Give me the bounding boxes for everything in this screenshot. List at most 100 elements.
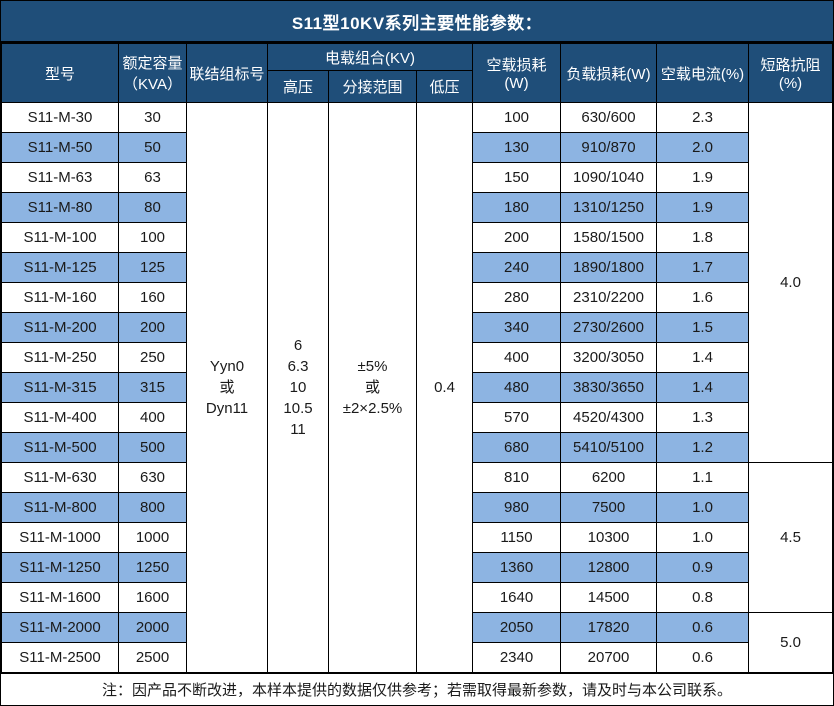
cell-no-load-current: 0.9 (656, 552, 749, 583)
header-row-top: 型号 额定容量 （KVA） 联结组标号 电载组合(KV) 空载损耗(W) 负载损… (1, 43, 833, 103)
cell-load-loss: 2730/2600 (560, 312, 657, 343)
col-header-model: 型号 (1, 43, 119, 103)
cell-impedance: 4.0 (748, 102, 833, 463)
cell-model: S11-M-30 (1, 102, 119, 133)
cell-no-load-loss: 1360 (472, 552, 561, 583)
cell-no-load-current: 2.3 (656, 102, 749, 133)
spec-table-header: 型号 额定容量 （KVA） 联结组标号 电载组合(KV) 空载损耗(W) 负载损… (1, 43, 833, 103)
table-row: S11-M-30 30 Yyn0 或 Dyn11 6 6.3 10 10.5 11 ±5… (1, 102, 833, 673)
cell-no-load-current: 0.6 (656, 612, 749, 643)
cell-load-loss: 910/870 (560, 132, 657, 163)
cell-no-load-loss: 680 (472, 432, 561, 463)
cell-model: S11-M-400 (1, 402, 119, 433)
cell-low-voltage: 0.4 (416, 102, 473, 673)
cell-no-load-current: 1.1 (656, 462, 749, 493)
cell-no-load-loss: 2050 (472, 612, 561, 643)
cell-capacity: 125 (118, 252, 187, 283)
cell-capacity: 630 (118, 462, 187, 493)
col-header-connection-group: 联结组标号 (186, 43, 268, 103)
cell-capacity: 1600 (118, 582, 187, 613)
cell-capacity: 80 (118, 192, 187, 223)
table-row: S11-M-200 200 340 2730/2600 1.5 (1, 312, 833, 343)
cell-capacity: 800 (118, 492, 187, 523)
table-row: S11-M-800 800 980 7500 1.0 (1, 492, 833, 523)
cell-load-loss: 2310/2200 (560, 282, 657, 313)
col-header-capacity: 额定容量 （KVA） (118, 43, 187, 103)
col-header-tap-range: 分接范围 (328, 70, 417, 103)
cell-model: S11-M-160 (1, 282, 119, 313)
col-header-high-voltage: 高压 (267, 70, 329, 103)
table-row: S11-M-500 500 680 5410/5100 1.2 (1, 432, 833, 463)
cell-no-load-loss: 180 (472, 192, 561, 223)
cell-capacity: 2500 (118, 642, 187, 673)
cell-capacity: 30 (118, 102, 187, 133)
table-row: S11-M-50 50 130 910/870 2.0 (1, 132, 833, 163)
cell-model: S11-M-125 (1, 252, 119, 283)
spec-table-body: S11-M-30 30 Yyn0 或 Dyn11 6 6.3 10 10.5 11 ±5… (1, 102, 833, 673)
cell-no-load-loss: 280 (472, 282, 561, 313)
table-row: S11-M-1250 1250 1360 12800 0.9 (1, 552, 833, 583)
cell-no-load-loss: 400 (472, 342, 561, 373)
cell-impedance: 4.5 (748, 462, 833, 613)
cell-no-load-current: 1.4 (656, 342, 749, 373)
cell-model: S11-M-315 (1, 372, 119, 403)
cell-capacity: 250 (118, 342, 187, 373)
col-header-low-voltage: 低压 (416, 70, 473, 103)
cell-model: S11-M-2500 (1, 642, 119, 673)
cell-capacity: 200 (118, 312, 187, 343)
col-header-impedance: 短路抗阻(%) (748, 43, 833, 103)
cell-impedance: 5.0 (748, 612, 833, 673)
cell-model: S11-M-800 (1, 492, 119, 523)
cell-no-load-loss: 130 (472, 132, 561, 163)
table-row: S11-M-2500 2500 2340 20700 0.6 (1, 642, 833, 673)
cell-capacity: 400 (118, 402, 187, 433)
cell-capacity: 315 (118, 372, 187, 403)
cell-model: S11-M-250 (1, 342, 119, 373)
cell-load-loss: 630/600 (560, 102, 657, 133)
cell-no-load-loss: 980 (472, 492, 561, 523)
cell-model: S11-M-63 (1, 162, 119, 193)
cell-connection-group: Yyn0 或 Dyn11 (186, 102, 268, 673)
table-row: S11-M-125 125 240 1890/1800 1.7 (1, 252, 833, 283)
table-row: S11-M-2000 2000 2050 17820 0.6 5.0 (1, 612, 833, 673)
cell-no-load-current: 0.6 (656, 642, 749, 673)
cell-load-loss: 17820 (560, 612, 657, 643)
cell-no-load-loss: 340 (472, 312, 561, 343)
cell-model: S11-M-100 (1, 222, 119, 253)
cell-load-loss: 3200/3050 (560, 342, 657, 373)
col-header-no-load-loss: 空载损耗(W) (472, 43, 561, 103)
cell-model: S11-M-1250 (1, 552, 119, 583)
cell-capacity: 160 (118, 282, 187, 313)
cell-model: S11-M-1000 (1, 522, 119, 553)
cell-tap-range: ±5% 或 ±2×2.5% (328, 102, 417, 673)
cell-load-loss: 20700 (560, 642, 657, 673)
col-header-capacity-line2: （KVA） (123, 76, 182, 93)
cell-model: S11-M-1600 (1, 582, 119, 613)
cell-load-loss: 14500 (560, 582, 657, 613)
cell-load-loss: 6200 (560, 462, 657, 493)
cell-no-load-loss: 1640 (472, 582, 561, 613)
cell-no-load-current: 1.3 (656, 402, 749, 433)
table-row: S11-M-160 160 280 2310/2200 1.6 (1, 282, 833, 313)
cell-no-load-current: 1.4 (656, 372, 749, 403)
cell-no-load-loss: 810 (472, 462, 561, 493)
cell-no-load-current: 1.0 (656, 522, 749, 553)
cell-capacity: 500 (118, 432, 187, 463)
cell-load-loss: 1890/1800 (560, 252, 657, 283)
cell-no-load-loss: 1150 (472, 522, 561, 553)
col-header-load-combo: 电载组合(KV) (267, 43, 473, 71)
col-header-no-load-current: 空载电流(%) (656, 43, 749, 103)
table-row: S11-M-1000 1000 1150 10300 1.0 (1, 522, 833, 553)
table-row: S11-M-63 63 150 1090/1040 1.9 (1, 162, 833, 193)
page-title: S11型10KV系列主要性能参数： (1, 1, 833, 43)
cell-load-loss: 3830/3650 (560, 372, 657, 403)
table-row: S11-M-80 80 180 1310/1250 1.9 (1, 192, 833, 223)
table-row: S11-M-315 315 480 3830/3650 1.4 (1, 372, 833, 403)
cell-load-loss: 10300 (560, 522, 657, 553)
cell-no-load-current: 1.2 (656, 432, 749, 463)
cell-high-voltage: 6 6.3 10 10.5 11 (267, 102, 329, 673)
cell-capacity: 100 (118, 222, 187, 253)
cell-model: S11-M-80 (1, 192, 119, 223)
cell-load-loss: 7500 (560, 492, 657, 523)
cell-no-load-current: 1.0 (656, 492, 749, 523)
